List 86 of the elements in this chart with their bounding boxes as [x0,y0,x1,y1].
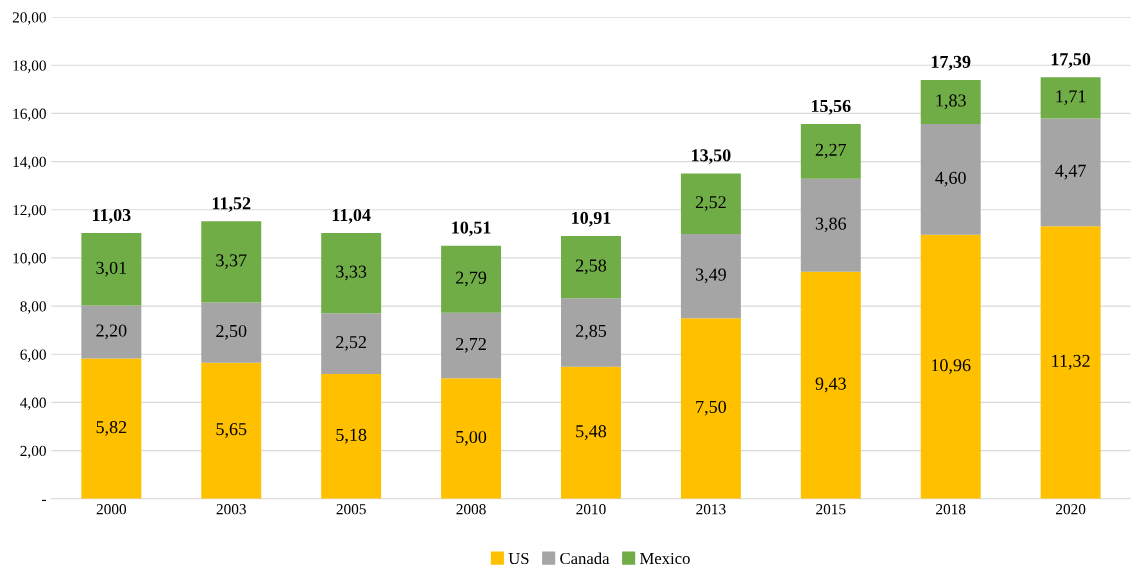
bar [1040,77,1101,119]
bar [81,358,142,499]
data-label: 1,71 [1056,90,1086,106]
data-label: 2,79 [456,271,487,287]
bar [680,318,741,499]
bar [800,178,861,272]
data-label: 5,82 [96,421,127,436]
total-label: 10,51 [452,221,491,237]
data-label: 5,18 [336,428,367,444]
total-label: 15,56 [811,99,851,115]
bar [800,271,861,499]
bar [201,302,262,363]
x-tick-label: 2015 [816,504,846,515]
data-label: 2,58 [575,259,607,275]
legend-label: Mexico [639,552,690,565]
bar [1040,118,1101,227]
bar [441,245,502,313]
x-tick-label: 2000 [96,504,127,515]
bar [441,312,502,379]
legend-label: US [508,552,529,565]
y-tick-label: 12,00 [13,204,46,218]
total-label: 17,39 [931,55,971,71]
bar [800,124,861,179]
data-label: 7,50 [696,400,727,416]
x-tick-label: 2008 [456,504,486,515]
y-tick-label: - [42,499,46,502]
data-label: 4,60 [935,171,966,187]
data-label: 2,52 [336,336,366,351]
bar [920,79,981,125]
bar [201,362,262,499]
total-label: 17,50 [1051,53,1091,68]
data-label: 5,65 [216,423,247,438]
y-tick-label: 2,00 [20,445,46,459]
total-label: 10,91 [572,211,611,227]
y-tick-label: 4,00 [20,397,46,411]
bar [81,233,142,306]
bar [920,234,981,499]
data-label: 3,49 [695,268,726,284]
y-tick-label: 14,00 [13,156,46,170]
data-label: 3,37 [216,254,247,270]
bar [321,313,382,374]
data-label: 9,43 [815,377,846,393]
data-label: 2,20 [96,324,127,340]
y-tick-label: 10,00 [13,253,46,266]
data-label: 5,48 [576,425,607,440]
data-label: 2,72 [456,337,486,353]
y-tick-label: 18,00 [13,60,46,73]
data-label: 2,50 [216,324,247,340]
bar [920,124,981,235]
bar [561,236,621,299]
bar [321,374,382,499]
data-label: 2,27 [815,143,847,159]
bar [201,221,262,303]
bar [680,173,741,235]
y-tick-label: 6,00 [20,349,46,362]
y-tick-label: 8,00 [20,301,46,314]
total-label: 11,03 [92,208,131,224]
total-label: 13,50 [692,149,731,165]
data-label: 10,96 [931,359,971,374]
data-label: 11,32 [1052,354,1090,370]
bar [561,298,621,367]
x-tick-label: 2005 [336,504,366,515]
data-label: 3,33 [336,265,367,281]
x-tick-label: 2013 [696,504,726,515]
bar [81,305,142,359]
data-label: 1,83 [936,94,966,110]
total-label: 11,52 [212,197,251,212]
bar [321,233,382,314]
x-tick-label: 2003 [216,504,246,515]
data-label: 4,47 [1055,164,1086,180]
y-tick-label: 20,00 [12,12,46,25]
data-label: 5,00 [456,430,487,446]
legend-label: Canada [560,552,610,565]
data-label: 3,86 [815,217,847,233]
bar [680,234,741,319]
data-label: 2,52 [695,196,726,211]
x-tick-label: 2020 [1056,504,1086,515]
data-label: 3,01 [96,261,127,277]
bar [561,366,621,499]
x-tick-label: 2010 [576,504,606,515]
y-tick-label: 16,00 [13,108,46,122]
total-label: 11,04 [332,208,371,224]
bar [1040,226,1101,499]
bar [441,378,502,499]
x-tick-label: 2018 [936,504,966,515]
data-label: 2,85 [575,324,607,340]
